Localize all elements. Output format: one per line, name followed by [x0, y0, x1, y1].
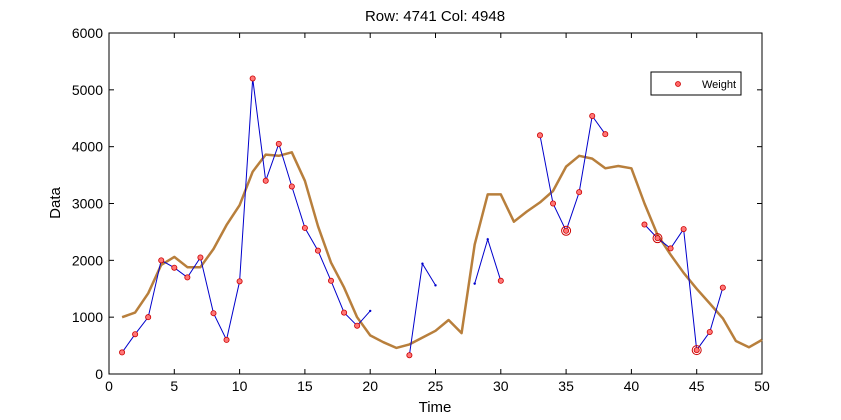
weight-point	[236, 278, 243, 285]
weight-point	[589, 112, 596, 119]
weight-point	[680, 226, 687, 233]
weight-point	[184, 274, 191, 281]
x-tick-label: 45	[689, 378, 705, 394]
x-tick-label: 30	[493, 378, 509, 394]
weight-point	[497, 277, 504, 284]
weight-point	[667, 245, 674, 252]
legend-label: Weight	[702, 79, 736, 91]
x-axis: 0 5 10 15 20 25 30 35 40 45 50	[105, 33, 770, 394]
weight-point	[602, 131, 609, 138]
y-axis-label: Data	[47, 187, 64, 219]
fitted-line	[121, 151, 763, 350]
weight-point	[301, 224, 308, 231]
weight-point	[223, 336, 230, 343]
weight-point	[641, 221, 648, 228]
weight-point	[288, 183, 295, 190]
weight-vertex	[421, 262, 424, 265]
weight-point	[275, 140, 282, 147]
weight-point	[354, 322, 361, 329]
weight-point	[550, 200, 557, 207]
y-tick-label: 6000	[72, 25, 103, 41]
weight-point	[693, 347, 700, 354]
weight-point	[210, 310, 217, 317]
weight-point	[249, 75, 256, 82]
x-tick-label: 50	[754, 378, 770, 394]
weight-point	[536, 132, 543, 139]
y-axis: 0 1000 2000 3000 4000 5000 6000	[72, 25, 762, 382]
weight-point	[132, 331, 139, 338]
weight-point	[406, 352, 413, 359]
legend-box	[650, 71, 742, 96]
x-tick-label: 10	[232, 378, 248, 394]
weight-point	[119, 349, 126, 356]
highlight-point	[561, 225, 572, 236]
y-tick-label: 2000	[72, 252, 103, 268]
weight-markers	[119, 75, 726, 359]
x-tick-label: 25	[428, 378, 444, 394]
x-axis-label: Time	[419, 399, 452, 416]
weight-vertex	[486, 238, 489, 241]
x-tick-label: 0	[105, 378, 113, 394]
x-tick-label: 5	[170, 378, 178, 394]
weight-vertex	[473, 282, 476, 285]
legend: Weight	[650, 71, 742, 96]
weight-point	[706, 328, 713, 335]
weight-point	[171, 264, 178, 271]
weight-point	[314, 247, 321, 254]
y-tick-label: 1000	[72, 309, 103, 325]
weight-vertex	[434, 284, 437, 287]
x-tick-label: 40	[624, 378, 640, 394]
weight-point	[262, 177, 269, 184]
weight-point	[158, 257, 165, 264]
x-tick-label: 15	[297, 378, 313, 394]
fitted-series	[121, 151, 763, 350]
weight-vertex	[369, 309, 372, 313]
weight-point	[563, 227, 570, 234]
weight-line-segment	[539, 114, 606, 233]
y-tick-label: 0	[95, 366, 103, 382]
legend-marker	[675, 81, 681, 87]
weight-point	[145, 314, 152, 321]
y-tick-label: 4000	[72, 139, 103, 155]
y-tick-label: 3000	[72, 196, 103, 212]
y-tick-label: 5000	[72, 82, 103, 98]
weight-point	[654, 235, 661, 242]
weight-point	[719, 284, 726, 291]
weight-point	[328, 277, 335, 284]
weight-point	[576, 189, 583, 196]
weight-point	[341, 309, 348, 316]
highlight-point	[652, 233, 663, 244]
x-tick-label: 35	[558, 378, 574, 394]
weight-point	[197, 254, 204, 261]
chart-title: Row: 4741 Col: 4948	[365, 8, 505, 25]
highlight-point	[691, 345, 702, 356]
x-tick-label: 20	[362, 378, 378, 394]
